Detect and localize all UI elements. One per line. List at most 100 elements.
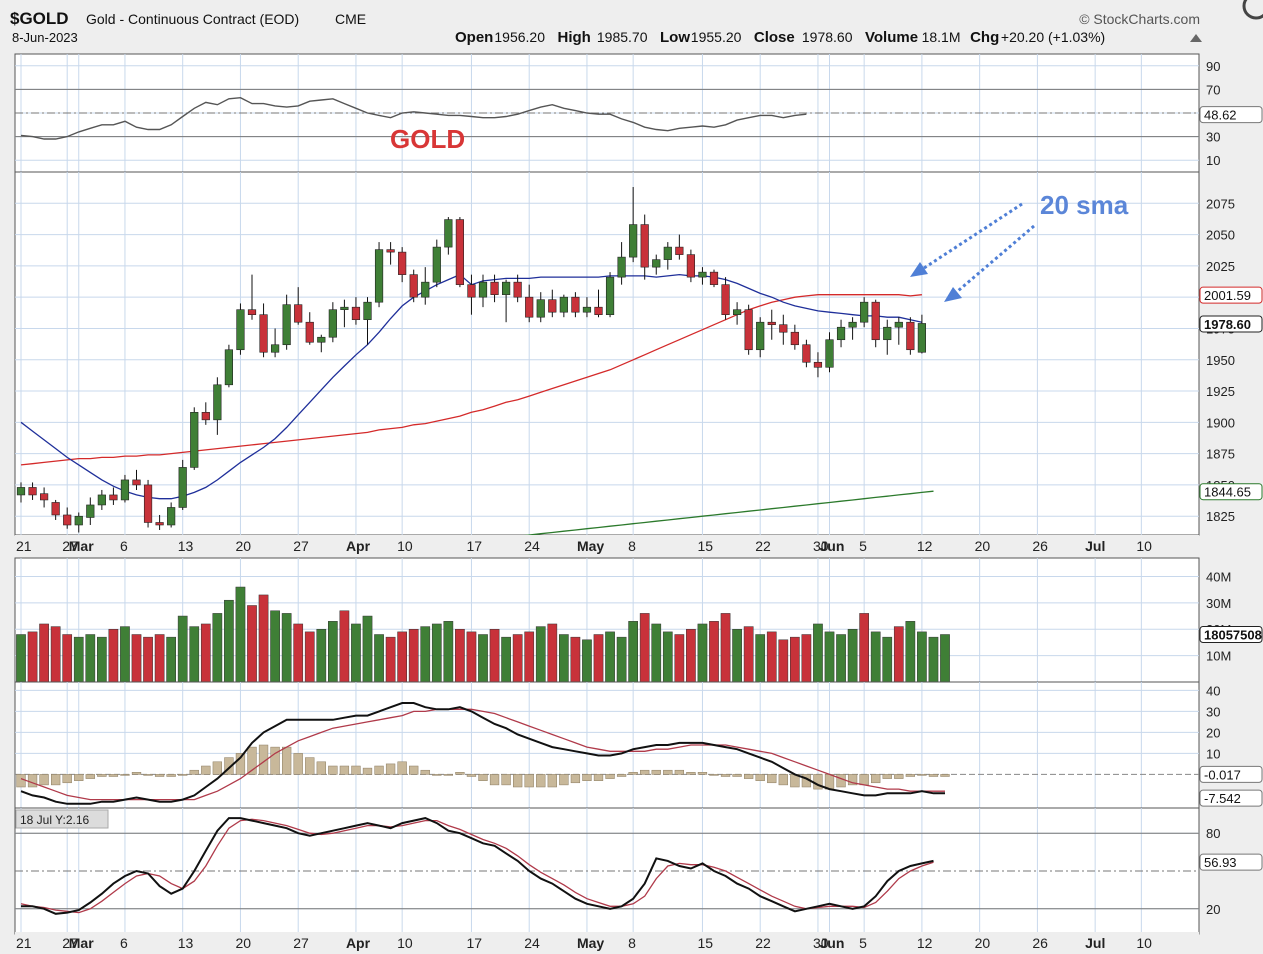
x-tick-label: Mar (69, 538, 94, 554)
sma-mid-line (20, 294, 922, 466)
volume-bar (328, 621, 338, 683)
rsi-last-value-box (1199, 106, 1263, 124)
volume-bar (351, 623, 361, 683)
macd-hist-bar (258, 744, 269, 775)
volume-bar (824, 631, 835, 683)
macd-hist-bar (605, 774, 615, 779)
volume-bar (720, 613, 731, 683)
candle-body (917, 323, 926, 353)
close-last-box (1199, 315, 1263, 333)
macd-hist-bar (559, 774, 569, 786)
volume-bar (778, 639, 789, 683)
candle-body (848, 321, 857, 328)
volume-bar (50, 626, 61, 683)
candle-body (467, 284, 476, 298)
x-tick-label: 10 (1136, 538, 1152, 554)
x-tick-label: 17 (466, 538, 482, 554)
price-tick: 2075 (1206, 196, 1235, 211)
volume-bar (940, 634, 950, 683)
macd-hist-bar (663, 769, 673, 775)
stoch-d-line (20, 818, 934, 914)
macd-hist-bar (686, 772, 696, 775)
volume-bar (143, 636, 153, 683)
stoch-last-box (1199, 853, 1263, 871)
x-tick-label: 24 (524, 935, 540, 951)
x-tick-label: 20 (975, 935, 991, 951)
macd-hist-bar (16, 774, 26, 788)
candle-body (813, 361, 823, 368)
close-icon[interactable] (1242, 0, 1263, 20)
candle-body (132, 479, 141, 486)
volume-bar (154, 634, 165, 683)
volume-tick: 30M (1206, 596, 1231, 611)
quote-value-chg: +20.20 (+1.03%) (1001, 29, 1105, 45)
volume-bar (870, 631, 881, 683)
volume-bar (582, 639, 592, 683)
volume-bar (16, 634, 26, 683)
macd-hist-bar (201, 765, 211, 775)
volume-bar (443, 621, 454, 683)
macd-hist-bar (108, 774, 119, 777)
candle-body (513, 281, 522, 298)
candle-body (617, 256, 626, 278)
macd-tick: 20 (1206, 725, 1220, 740)
macd-tick: 10 (1206, 746, 1220, 761)
x-tick-label: 20 (235, 538, 251, 554)
macd-hist-bar (385, 763, 396, 775)
macd-hist-bar (524, 774, 534, 788)
candle-body (802, 344, 811, 363)
price-tick: 2025 (1206, 259, 1235, 274)
volume-bar (593, 634, 604, 683)
candle-body (63, 514, 72, 526)
candle-body (201, 412, 210, 421)
macd-last-b-box (1199, 789, 1263, 807)
candle-body (571, 296, 580, 313)
volume-bar (524, 631, 535, 683)
candle-body (190, 412, 199, 468)
x-tick-label: Jun (820, 935, 845, 951)
candle-body (721, 284, 730, 315)
macd-hist-bar (455, 772, 465, 775)
macd-hist-bar (178, 774, 188, 776)
macd-hist-bar (339, 765, 350, 775)
macd-hist-bar (616, 774, 627, 777)
macd-hist-bar (328, 765, 338, 775)
candle-body (501, 281, 511, 295)
price-pane: 1825185018751900192519501975200020252050… (14, 171, 1263, 552)
brand: © StockCharts.com (1079, 11, 1200, 27)
candle-body (640, 224, 649, 268)
volume-bar (478, 634, 488, 683)
macd-pane: 10 20 30 40 -0.017 -7.542 (14, 681, 1263, 809)
macd-hist-bar (235, 753, 246, 775)
x-tick-label: 12 (917, 935, 933, 951)
candle-body (328, 309, 337, 338)
x-tick-label: May (577, 538, 604, 554)
volume-bar (570, 636, 581, 683)
volume-bar (408, 628, 419, 683)
macd-hist-bar (640, 769, 650, 775)
candle-body (790, 331, 799, 346)
rsi-tick: 70 (1206, 82, 1220, 97)
symbol: $GOLD (10, 9, 69, 28)
macd-hist-bar (62, 774, 72, 784)
candle-body (317, 336, 326, 343)
x-tick-label: 27 (293, 935, 309, 951)
macd-last-a: -0.017 (1204, 767, 1241, 782)
volume-bar (905, 621, 916, 683)
volume-bar (501, 636, 511, 683)
volume-pane: 10M20M30M40M18057508 (14, 557, 1263, 683)
volume-bar (166, 636, 177, 683)
x-tick-label: 10 (1136, 935, 1152, 951)
candle-body (351, 306, 361, 321)
volume-tick: 40M (1206, 569, 1231, 584)
macd-hist-bar (905, 774, 916, 777)
macd-hist-bar (51, 774, 61, 786)
x-tick-label: 6 (120, 935, 128, 951)
date: 8-Jun-2023 (12, 30, 78, 45)
macd-hist-bar (305, 757, 315, 775)
volume-bar (131, 634, 142, 683)
macd-line (20, 702, 945, 805)
candle-body (259, 314, 268, 353)
volume-bar (755, 634, 766, 683)
candle-body (247, 309, 257, 315)
